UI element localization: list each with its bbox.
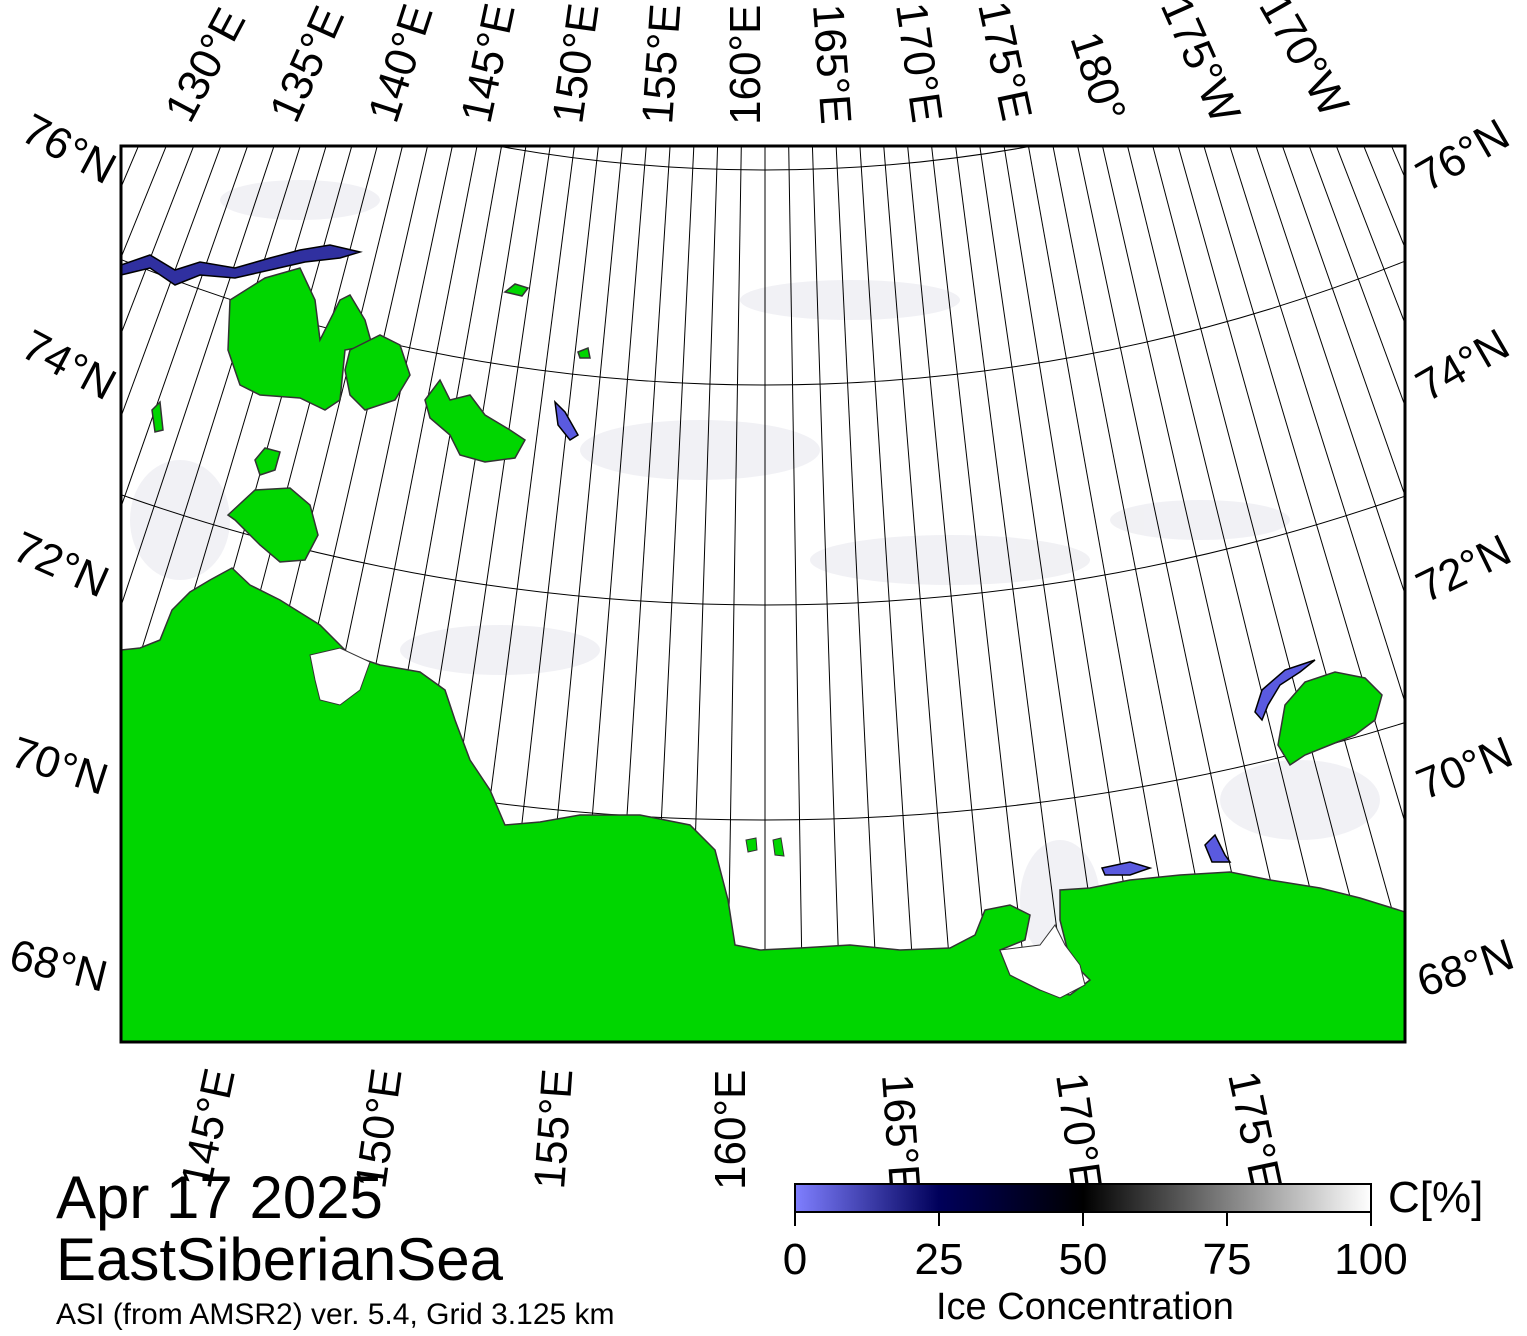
island-small-2 xyxy=(577,346,591,359)
colorbar-gradient xyxy=(794,1183,1372,1213)
lon-label-top: 165°E xyxy=(803,2,860,125)
meridian-line xyxy=(121,146,275,608)
low-ice-streak xyxy=(553,399,580,441)
lat-label-left: 70°N xyxy=(5,728,114,805)
lon-labels-bottom: 145°E 150°E 155°E 160°E 165°E 170°E 175°… xyxy=(172,1064,1291,1196)
lon-label-top: 180° xyxy=(1060,26,1135,128)
island-stolbovoy xyxy=(254,447,281,476)
meridian-line xyxy=(1229,146,1405,704)
data-source: ASI (from AMSR2) ver. 5.4, Grid 3.125 km xyxy=(56,1298,615,1331)
meridian-line xyxy=(1255,146,1405,596)
low-ice-east-1 xyxy=(1204,833,1232,863)
meridian-line xyxy=(859,146,919,1042)
colorbar-tick-label: 25 xyxy=(914,1235,964,1284)
region-name: EastSiberianSea xyxy=(56,1226,503,1293)
island-bear-1 xyxy=(745,837,758,853)
lat-label-right: 70°N xyxy=(1410,727,1520,809)
colorbar-tick-label: 75 xyxy=(1202,1235,1252,1284)
colorbar-title: Ice Concentration xyxy=(936,1286,1234,1328)
meridian-line xyxy=(688,146,719,1042)
meridian-line xyxy=(535,146,623,1042)
lon-label-top: 135°E xyxy=(260,0,354,129)
lon-label-bottom: 165°E xyxy=(872,1072,929,1195)
island-bennett xyxy=(503,283,530,297)
lon-label-top: 150°E xyxy=(543,0,608,126)
lat-label-right: 76°N xyxy=(1408,110,1518,202)
lon-label-bottom: 160°E xyxy=(706,1070,755,1190)
map-date: Apr 17 2025 xyxy=(56,1164,383,1231)
island-faddeyevsky xyxy=(424,378,526,463)
lon-label-top: 155°E xyxy=(633,2,690,125)
island-new-siberia xyxy=(344,334,411,411)
lat-label-right: 74°N xyxy=(1408,320,1518,412)
low-ice-wrangel xyxy=(1254,659,1316,722)
low-ice-east-2 xyxy=(1100,861,1153,876)
meridian-line xyxy=(121,146,301,717)
delta-water xyxy=(309,647,371,706)
colorbar-tick-label: 100 xyxy=(1334,1235,1408,1284)
lon-label-top: 170°W xyxy=(1249,0,1358,125)
low-ice-band-north xyxy=(121,244,363,286)
lon-labels-top: 130°E 135°E 140°E 145°E 150°E 155°E 160°… xyxy=(156,0,1359,131)
colorbar-tick-label: 0 xyxy=(782,1235,808,1284)
wrangel-island xyxy=(1277,671,1383,767)
meridian-line xyxy=(907,146,995,1042)
lon-label-top: 175°E xyxy=(968,0,1041,125)
meridian-line xyxy=(1177,146,1405,958)
colorbar-unit: C[%] xyxy=(1388,1173,1484,1222)
meridian-line xyxy=(573,146,647,1042)
map-frame xyxy=(119,144,1407,1044)
meridian-line xyxy=(1203,146,1405,825)
lon-label-top: 140°E xyxy=(359,0,443,128)
colorbar-tick-label: 50 xyxy=(1058,1235,1108,1284)
lon-label-bottom: 175°E xyxy=(1218,1067,1291,1195)
meridian-line xyxy=(835,146,880,1042)
lon-label-top: 175°W xyxy=(1151,0,1250,131)
island-small-1 xyxy=(151,400,164,433)
lon-label-top: 170°E xyxy=(886,0,951,126)
island-bolshoy-lyakhovsky xyxy=(226,487,319,563)
lat-label-left: 72°N xyxy=(6,522,116,607)
meridian-line xyxy=(726,146,742,1042)
lon-label-bottom: 170°E xyxy=(1046,1070,1111,1196)
meridian-line xyxy=(811,146,842,1042)
lat-label-right: 68°N xyxy=(1411,930,1520,1007)
colorbar-ticks xyxy=(794,1212,1372,1226)
meridian-line xyxy=(883,146,957,1042)
lon-label-top: 130°E xyxy=(156,0,256,129)
meridian-line xyxy=(650,146,695,1042)
lat-labels-right: 76°N 74°N 72°N 70°N 68°N xyxy=(1408,110,1520,1007)
lagoon xyxy=(999,924,1086,999)
lat-labels-left: 76°N 74°N 72°N 70°N 68°N xyxy=(5,104,124,1001)
lat-label-right: 72°N xyxy=(1409,525,1519,612)
lat-label-left: 68°N xyxy=(5,930,112,1001)
meridian-line xyxy=(611,146,671,1042)
mainland-siberia xyxy=(121,567,1405,1042)
island-bear-2 xyxy=(772,837,785,857)
meridian-line xyxy=(121,146,327,838)
lon-label-top: 160°E xyxy=(721,5,770,125)
lat-label-left: 74°N xyxy=(14,320,124,409)
lon-label-top: 145°E xyxy=(452,0,525,127)
meridian-line xyxy=(788,146,804,1042)
lon-label-bottom: 155°E xyxy=(525,1067,582,1190)
lat-label-left: 76°N xyxy=(14,104,124,193)
